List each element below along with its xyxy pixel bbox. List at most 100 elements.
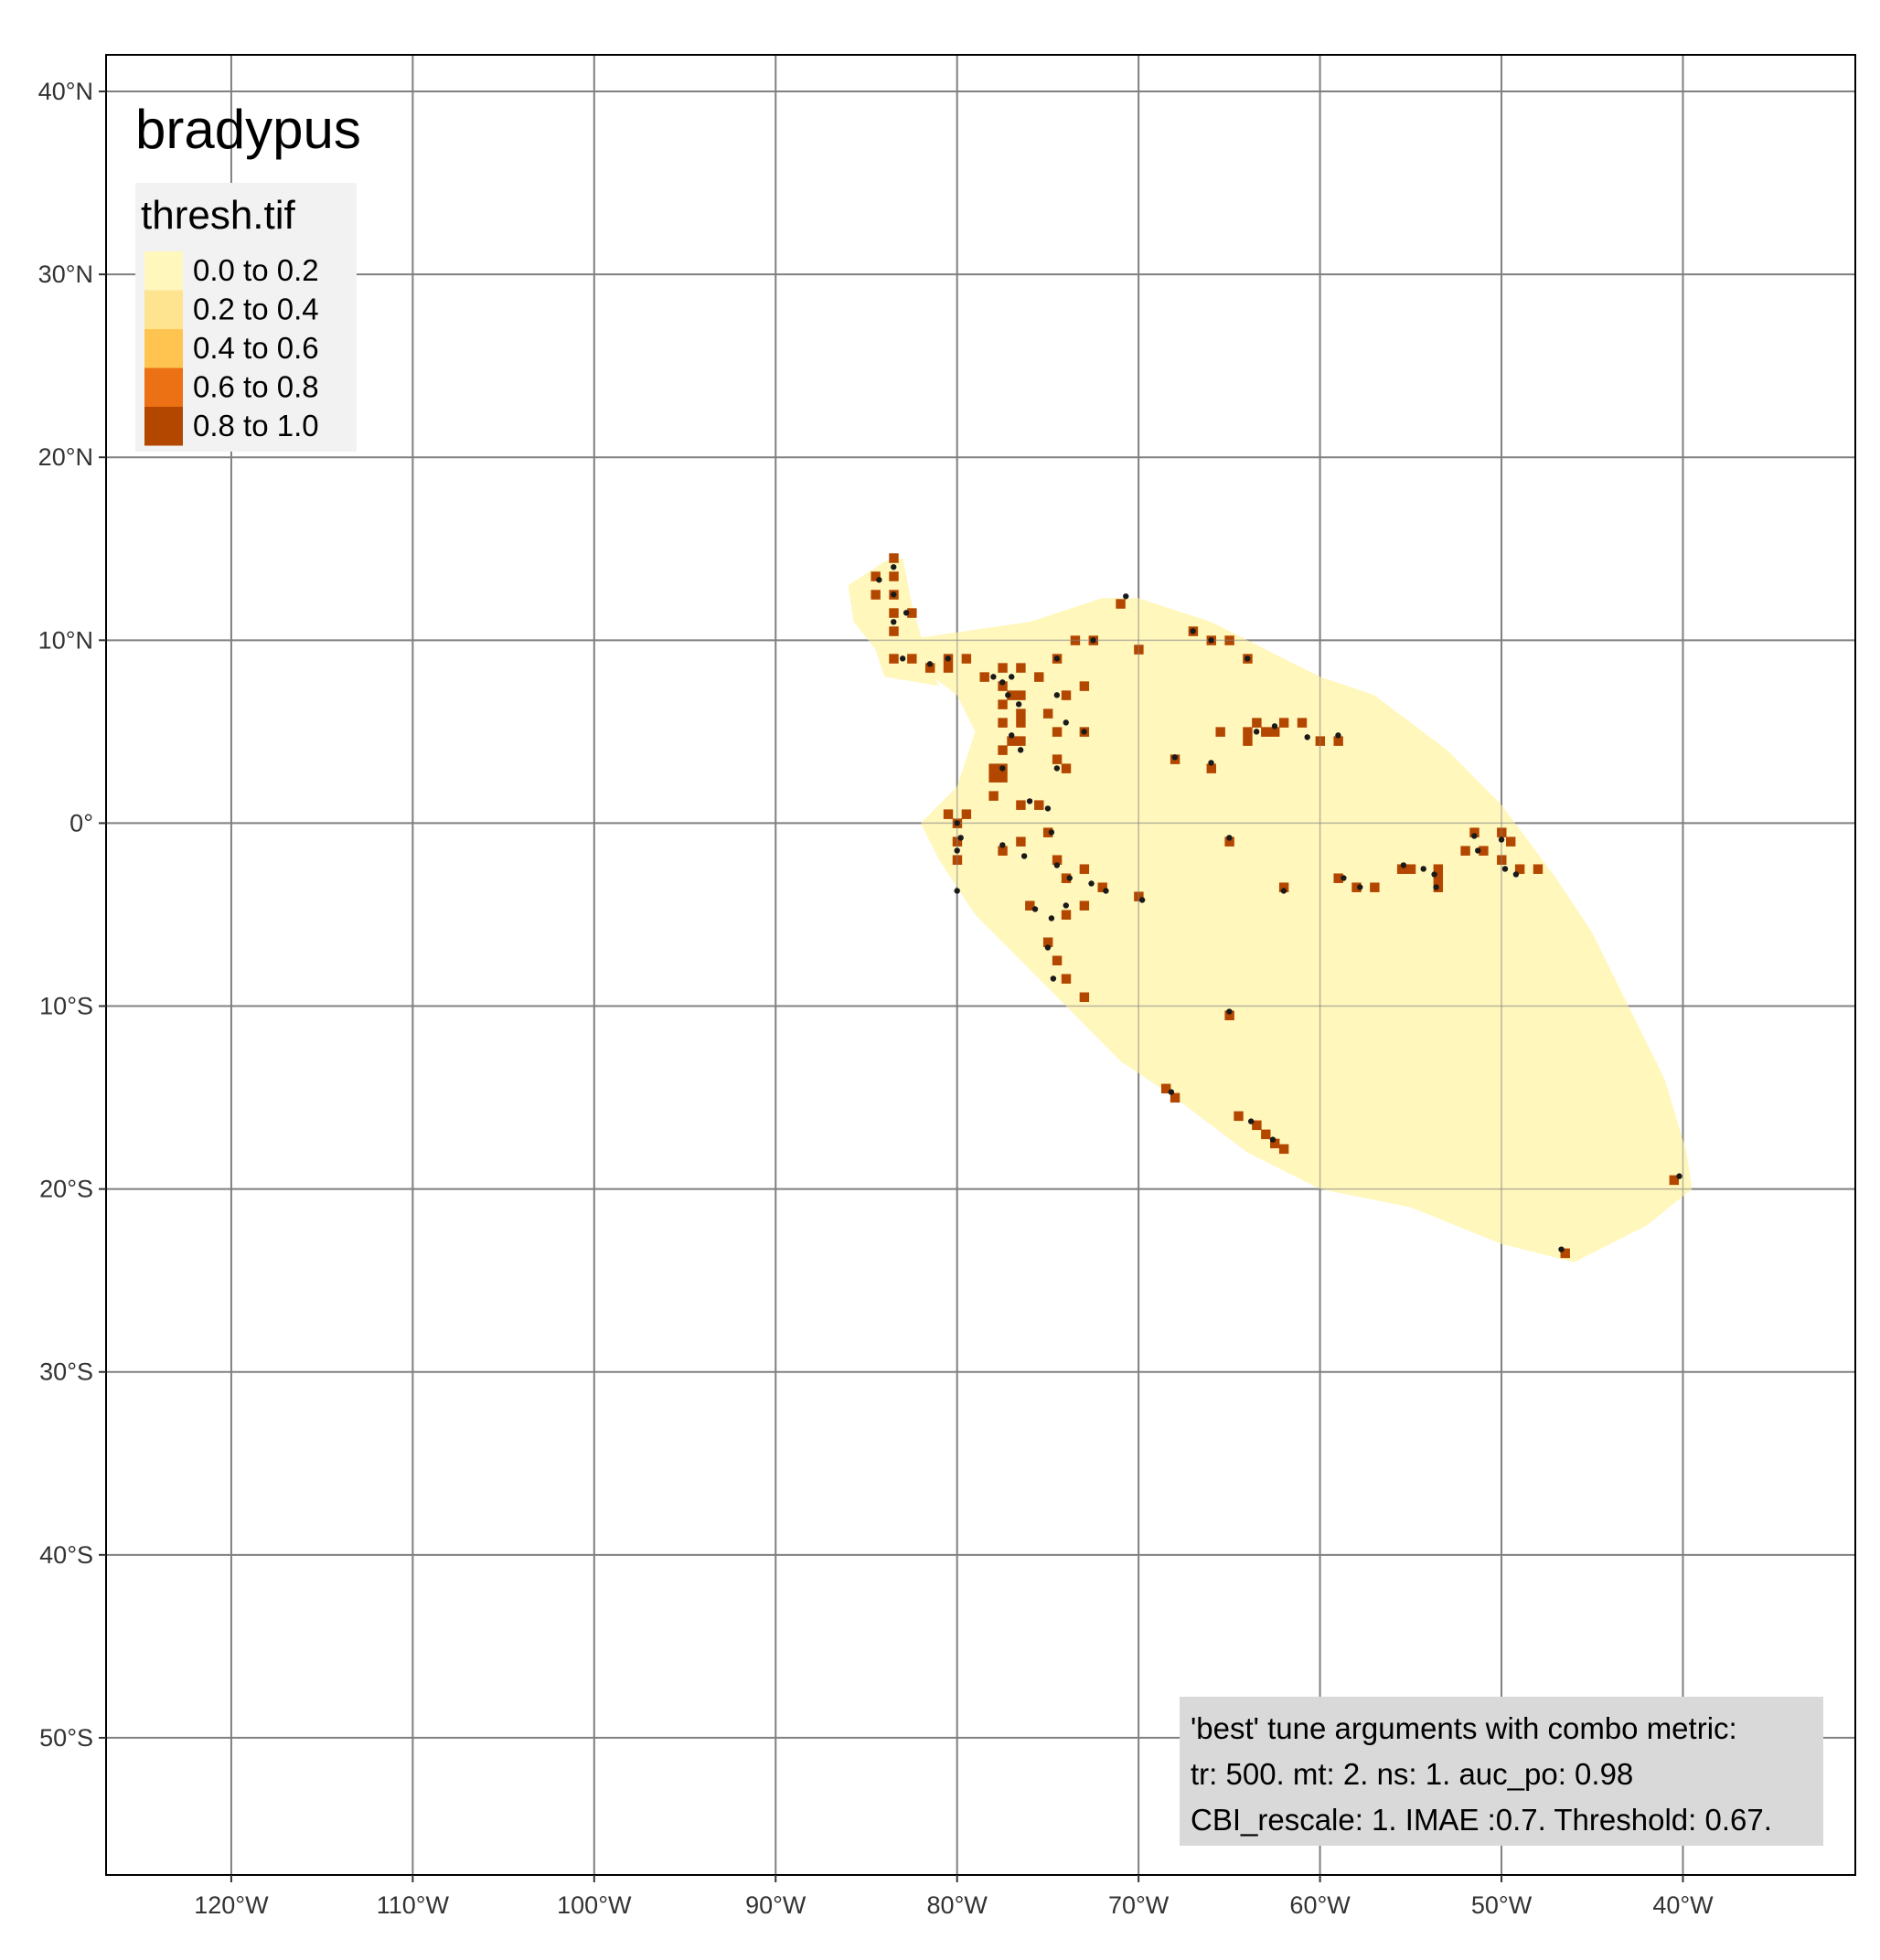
occurrence-point-10 [1009,674,1015,680]
x-tick-label-2: 100°W [557,1891,632,1919]
raster-high-cell-98 [1514,864,1525,874]
legend-swatch-2 [144,329,183,368]
x-tick-label-4: 80°W [927,1891,988,1919]
raster-high-cell-74 [1097,882,1107,892]
raster-high-cell-40 [1052,727,1063,737]
raster-high-cell-29 [988,772,999,783]
occurrence-point-35 [957,835,964,841]
raster-high-cell-84 [1278,882,1289,892]
raster-high-cell-86 [1351,882,1362,892]
occurrence-point-9 [999,679,1006,686]
info-line-2: tr: 500. mt: 2. ns: 1. auc_po: 0.98 [1191,1757,1633,1791]
raster-high-cell-93 [1479,846,1489,856]
occurrence-point-48 [1044,944,1052,951]
raster-high-cell-87 [1370,882,1380,892]
raster-high-cell-102 [1170,1092,1180,1103]
raster-high-cell-83 [1224,836,1234,847]
x-tick-label-8: 40°W [1652,1891,1714,1919]
occurrence-point-56 [1420,866,1426,872]
raster-high-cell-85 [1333,873,1343,883]
occurrence-point-36 [954,847,960,854]
y-axis: 40°N 30°N 20°N 10°N 0° 10°S 20°S 30°S 40°S 50°S [38,78,106,1752]
y-tick-label-7: 30°S [39,1358,93,1386]
occurrence-point-33 [1208,760,1214,766]
occurrence-point-8 [990,674,997,680]
raster-high-cell-16 [1016,663,1026,673]
raster-high-cell-24 [1007,736,1017,746]
occurrence-point-34 [954,820,960,826]
occurrence-point-43 [1088,880,1095,887]
legend-label-3: 0.6 to 0.8 [193,370,319,404]
raster-high-cell-44 [1034,800,1044,810]
raster-high-cell-19 [1016,690,1026,700]
occurrence-point-3 [891,619,897,625]
occurrence-point-28 [1253,729,1260,735]
occurrence-point-13 [1009,732,1015,739]
legend-title: thresh.tif [141,193,296,238]
occurrence-point-67 [1269,1136,1276,1143]
raster-high-cell-10 [924,663,935,673]
occurrence-points [876,564,1682,1252]
occurrence-point-64 [1226,1008,1233,1015]
occurrence-point-16 [1026,798,1033,804]
raster-high-cell-26 [998,745,1008,755]
occurrence-point-29 [1271,723,1278,730]
raster-high-cell-72 [1061,873,1072,883]
info-line-3: CBI_rescale: 1. IMAE :0.7. Threshold: 0.… [1191,1803,1772,1837]
raster-high-cell-12 [943,663,954,673]
legend-swatch-1 [144,290,183,329]
raster-high-cell-70 [1042,827,1053,837]
occurrence-point-30 [1304,734,1310,740]
raster-high-cell-8 [889,654,899,664]
occurrence-point-52 [1280,888,1287,894]
raster-high-cell-6 [889,626,899,636]
raster-high-cell-76 [1061,910,1072,920]
occurrence-point-39 [1020,853,1028,859]
occurrence-point-54 [1357,884,1363,890]
occurrence-point-1 [891,564,897,570]
x-tick-label-0: 120°W [194,1891,269,1919]
occurrence-point-45 [1031,906,1039,912]
raster-high-cell-57 [1252,718,1262,728]
plot-frame [105,54,1856,1876]
raster-high-cell-54 [1261,727,1271,737]
map-title: bradypus [135,99,361,160]
legend-label-0: 0.0 to 0.2 [193,253,319,287]
raster-high-cell-2 [889,571,899,581]
raster-high-cell-53 [1270,727,1280,737]
raster-high-cell-109 [1669,1175,1680,1186]
raster-high-cell-63 [943,809,954,819]
occurrence-point-65 [1168,1089,1175,1095]
raster-high-cell-15 [998,663,1008,673]
occurrence-point-62 [1501,866,1509,872]
raster-high-cell-68 [998,846,1008,856]
occurrence-point-22 [1044,805,1052,812]
legend-label-4: 0.8 to 1.0 [193,409,319,442]
raster-high-cell-69 [1016,836,1026,847]
x-tick-label-7: 50°W [1471,1891,1533,1919]
raster-high-cell-107 [1270,1138,1280,1149]
legend-swatch-3 [144,368,183,407]
raster-high-cell-52 [1278,718,1289,728]
raster-low-main [884,598,1693,1262]
occurrence-point-18 [1053,692,1061,698]
raster-high-cell-21 [1016,708,1026,719]
occurrence-point-6 [926,661,934,667]
raster-high-cell-51 [1215,727,1225,737]
x-axis: 120°W 110°W 100°W 90°W 80°W 70°W 60°W 50°W 40°W [194,1875,1714,1919]
y-tick-label-5: 10°S [39,993,93,1020]
raster-high-cell-77 [1079,900,1090,911]
raster-high-cell-23 [1016,718,1026,728]
y-tick-label-8: 40°S [39,1541,93,1569]
occurrence-point-58 [1433,884,1439,890]
raster-high-cell-96 [1505,836,1516,847]
occurrence-point-37 [954,888,960,894]
raster-high-cell-88 [1396,864,1407,874]
occurrence-point-20 [1081,729,1087,735]
raster-high-cell-108 [1278,1144,1289,1155]
raster-high-cell-13 [961,654,972,664]
occurrence-point-50 [1138,897,1146,903]
raster-high-cell-71 [1052,855,1063,865]
raster-high-cell-32 [1016,800,1026,810]
